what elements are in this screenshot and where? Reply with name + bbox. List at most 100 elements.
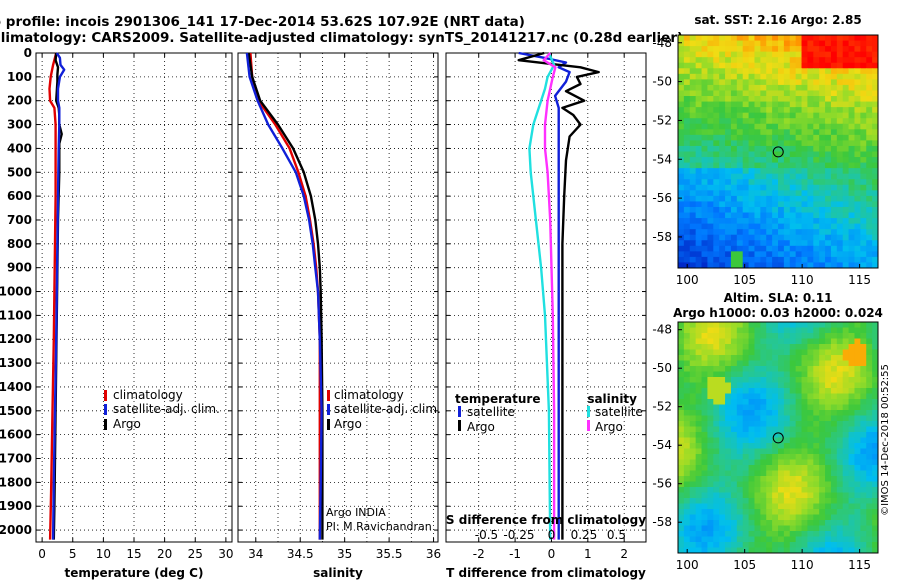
sst_map-cell bbox=[736, 195, 744, 202]
sla_map-cell bbox=[854, 393, 861, 400]
sst_map-cell bbox=[754, 256, 761, 263]
sla_map-cell bbox=[730, 322, 738, 328]
sla_map-cell bbox=[778, 371, 785, 378]
sla_map-cell bbox=[830, 410, 838, 416]
sst_map-cell bbox=[783, 84, 791, 91]
sst_map-cell bbox=[789, 145, 797, 152]
sla_map-cell bbox=[772, 465, 779, 471]
sst_map-cell bbox=[719, 256, 726, 263]
sst_map-cell bbox=[830, 179, 838, 186]
sst_map-cell bbox=[713, 145, 720, 152]
sla_map-cell bbox=[819, 421, 826, 427]
sst_map-cell bbox=[807, 90, 814, 97]
sst_map-cell bbox=[778, 229, 785, 236]
sst_map-cell bbox=[713, 256, 720, 263]
sla_map-cell bbox=[819, 410, 826, 416]
sla_map-cell bbox=[725, 355, 732, 361]
sla_map-cell bbox=[760, 481, 767, 488]
sla_map-cell bbox=[848, 333, 855, 339]
sla_map-cell bbox=[854, 509, 861, 515]
sla_map-cell bbox=[872, 415, 879, 422]
sla_map-cell bbox=[860, 410, 867, 416]
sla_map-cell bbox=[736, 531, 744, 537]
sst_map-cell bbox=[719, 140, 726, 147]
sst_map-cell bbox=[754, 129, 761, 136]
sla_map-cell bbox=[860, 327, 867, 334]
sst_map-cell bbox=[730, 190, 738, 197]
sla_map-cell bbox=[707, 322, 714, 328]
sst_map-cell bbox=[707, 57, 714, 64]
sst_map-cell bbox=[830, 212, 838, 219]
sla_map-cell bbox=[730, 421, 738, 427]
sst_map-cell bbox=[860, 157, 867, 164]
sla_map-cell bbox=[707, 547, 714, 554]
sst_map-cell bbox=[748, 101, 755, 108]
sla_map-cell bbox=[742, 476, 750, 482]
sla_map-cell bbox=[825, 426, 832, 433]
sla_map-cell bbox=[689, 465, 697, 471]
sst_map-cell bbox=[836, 190, 844, 197]
sst_map-cell bbox=[695, 35, 703, 42]
sst_map-cell bbox=[813, 251, 820, 258]
sst_map-cell bbox=[825, 57, 832, 64]
sst_map-cell bbox=[754, 123, 761, 130]
sla_map-cell bbox=[860, 481, 867, 488]
sst_map-cell bbox=[748, 195, 755, 202]
sst_map-cell bbox=[789, 84, 797, 91]
sst_map-cell bbox=[695, 118, 703, 125]
sst_map-cell bbox=[842, 107, 850, 114]
sla_map-cell bbox=[778, 481, 785, 488]
sla_map-cell bbox=[860, 371, 867, 378]
sst_map-cell bbox=[860, 206, 867, 214]
sst_map-cell bbox=[742, 145, 750, 152]
sla_map-cell bbox=[813, 344, 820, 350]
sla_map-cell bbox=[707, 459, 714, 466]
sla_map-cell bbox=[789, 498, 797, 504]
sla_map-cell bbox=[766, 514, 773, 521]
sst_map-cell bbox=[866, 184, 873, 191]
sla_map-cell bbox=[819, 404, 826, 411]
sla_map-cell bbox=[695, 388, 703, 394]
sla_map-cell bbox=[813, 470, 820, 477]
sst_map-cell bbox=[736, 62, 744, 69]
sla_map-cell bbox=[801, 520, 808, 526]
sla_map-cell bbox=[801, 410, 808, 416]
sst_map-cell bbox=[689, 190, 697, 197]
sla_map-cell bbox=[725, 410, 732, 416]
sla_map-cell bbox=[766, 531, 773, 537]
sst_map-cell bbox=[783, 35, 791, 42]
sst_map-cell bbox=[842, 234, 850, 241]
sla_map-cell bbox=[778, 327, 785, 334]
legend-label-sal-argo: Argo bbox=[595, 420, 623, 434]
sla_map-cell bbox=[813, 360, 820, 367]
sst_map-cell bbox=[683, 112, 691, 119]
sla_map-cell bbox=[678, 322, 685, 328]
sla_map-cell bbox=[683, 470, 691, 477]
sla_map-cell bbox=[825, 355, 832, 361]
sla_map-cell bbox=[836, 338, 844, 345]
sla_map-cell bbox=[748, 333, 755, 339]
sla_map-cell bbox=[695, 514, 703, 521]
sst_map-cell bbox=[701, 157, 708, 164]
temperature-xtick-label: 25 bbox=[188, 547, 203, 561]
sst_map-cell bbox=[854, 256, 861, 263]
sst_map-cell bbox=[760, 90, 767, 97]
temperature-xtick-label: 30 bbox=[218, 547, 233, 561]
sla_map-cell bbox=[842, 388, 850, 394]
sst_map-cell bbox=[819, 101, 826, 108]
sst_map-cell bbox=[783, 73, 791, 80]
sst_map-cell bbox=[872, 90, 879, 97]
sla_map-cell bbox=[701, 542, 708, 548]
sla_map-cell bbox=[836, 432, 844, 438]
sla_map-cell bbox=[807, 531, 814, 537]
sla_map-cell bbox=[872, 498, 879, 504]
sst_map-cell bbox=[842, 190, 850, 197]
sst_map-cell bbox=[772, 212, 779, 219]
sla_map-cell bbox=[713, 437, 720, 444]
sst_map-cell bbox=[778, 112, 785, 119]
sst_map-cell bbox=[766, 179, 773, 186]
sla_map-cell bbox=[842, 322, 850, 328]
sla_map-cell bbox=[801, 503, 808, 510]
sla_map-cell bbox=[766, 476, 773, 482]
sst_map-cell bbox=[854, 262, 861, 269]
